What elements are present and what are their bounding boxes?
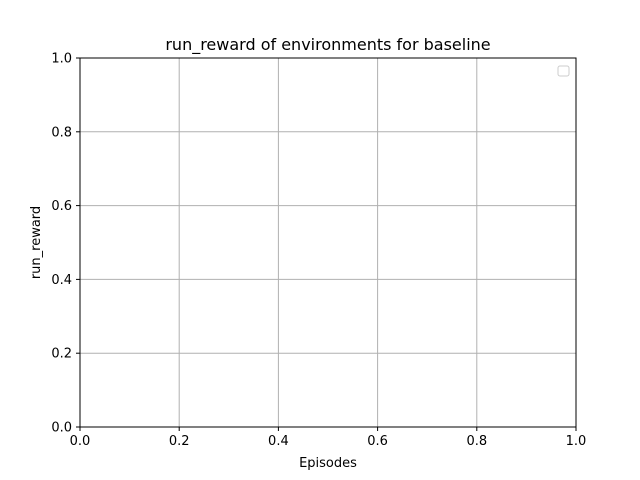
legend-box [557,65,570,77]
y-tick-label: 0.6 [51,199,72,214]
y-axis-label: run_reward [29,206,44,279]
y-axis-ticks: 0.0 0.2 0.4 0.6 0.8 1.0 [51,52,80,436]
x-tick-label: 0.4 [268,434,289,449]
x-axis-ticks: 0.0 0.2 0.4 0.6 0.8 1.0 [70,427,587,449]
x-tick-label: 0.0 [70,434,91,449]
y-tick-label: 1.0 [51,52,72,67]
plot-area-frame [79,57,577,428]
x-tick-label: 0.6 [367,434,388,449]
x-tick-label: 0.2 [169,434,190,449]
x-tick-label: 0.8 [466,434,487,449]
y-tick-label: 0.2 [51,347,72,362]
x-tick-label: 1.0 [566,434,587,449]
y-tick-label: 0.4 [51,273,72,288]
y-tick-label: 0.8 [51,125,72,140]
x-axis-label: Episodes [299,456,357,471]
chart-title: run_reward of environments for baseline [165,35,490,55]
y-tick-label: 0.0 [51,421,72,436]
